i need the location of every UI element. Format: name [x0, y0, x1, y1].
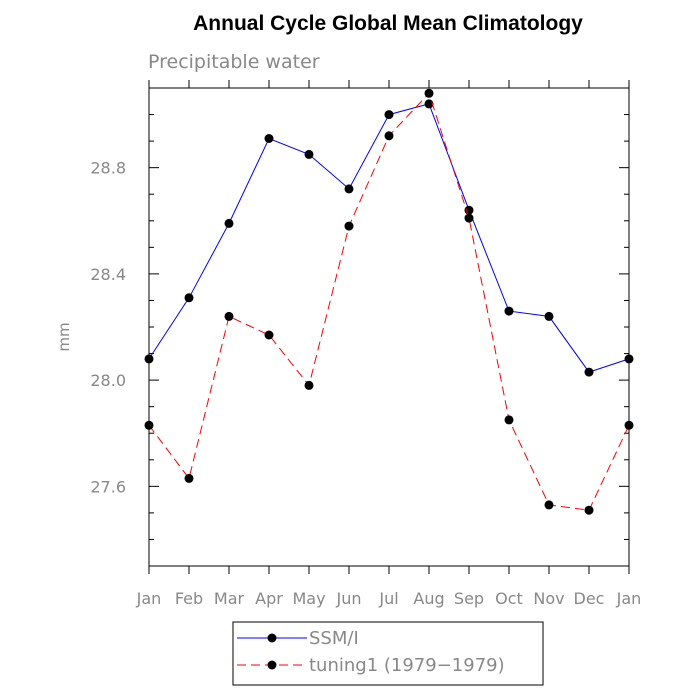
- x-tick-label: May: [292, 589, 325, 608]
- data-point-1-10: [544, 500, 554, 510]
- legend-label-ssmi: SSM/I: [309, 628, 359, 649]
- x-tick-label: Dec: [574, 589, 605, 608]
- data-point-1-3: [264, 330, 274, 340]
- y-tick-label: 27.6: [90, 477, 126, 496]
- data-point-1-6: [384, 131, 394, 141]
- data-point-0-2: [224, 218, 234, 228]
- chart-title: Annual Cycle Global Mean Climatology: [193, 12, 583, 35]
- x-tick-label: Jun: [336, 589, 362, 608]
- series-line-0: [148, 103, 630, 373]
- legend-marker-ssmi: [267, 633, 277, 643]
- data-point-1-11: [584, 505, 594, 515]
- x-tick-label: Apr: [255, 589, 283, 608]
- data-point-1-12: [624, 420, 634, 430]
- data-point-0-6: [384, 110, 394, 120]
- data-point-0-10: [544, 311, 554, 321]
- x-tick-label: Mar: [214, 589, 245, 608]
- y-tick-labels: 27.6 28.0 28.4 28.8: [90, 159, 126, 497]
- data-point-1-5: [344, 221, 354, 231]
- x-tick-label: Jan: [136, 589, 162, 608]
- data-point-0-12: [624, 354, 634, 364]
- x-tick-label: Jan: [616, 589, 642, 608]
- data-point-1-4: [304, 380, 314, 390]
- x-tick-labels: Jan Feb Mar Apr May Jun Jul Aug Sep Oct Nov Dec Jan: [136, 589, 642, 608]
- legend-box: [232, 621, 544, 686]
- data-point-0-4: [304, 149, 314, 159]
- y-tick-label: 28.0: [90, 371, 126, 390]
- data-point-0-7: [424, 99, 434, 109]
- data-point-0-1: [184, 293, 194, 303]
- x-tick-label: Aug: [413, 589, 444, 608]
- series-line-1: [148, 92, 630, 511]
- data-point-1-8: [464, 213, 474, 223]
- data-point-1-0: [144, 420, 154, 430]
- y-axis-label: mm: [55, 322, 73, 351]
- x-tick-label: Feb: [175, 589, 203, 608]
- chart-subtitle: Precipitable water: [148, 51, 320, 73]
- y-tick-label: 28.8: [90, 159, 126, 178]
- data-point-0-9: [504, 306, 514, 316]
- data-point-1-7: [424, 88, 434, 98]
- data-point-0-3: [264, 134, 274, 143]
- y-tick-label: 28.4: [90, 265, 126, 284]
- data-point-1-2: [224, 311, 234, 321]
- axis-ticks: [148, 80, 630, 574]
- x-tick-label: Oct: [495, 589, 523, 608]
- x-tick-label: Sep: [454, 589, 484, 608]
- legend: SSM/I tuning1 (1979−1979): [232, 621, 544, 686]
- data-point-0-11: [584, 367, 594, 377]
- data-point-0-8: [464, 205, 474, 215]
- x-tick-label: Nov: [533, 589, 564, 608]
- data-point-0-5: [344, 184, 354, 194]
- series-layer: [144, 88, 634, 515]
- x-tick-label: Jul: [378, 589, 398, 608]
- data-point-1-1: [184, 473, 194, 483]
- data-point-0-0: [144, 354, 154, 364]
- legend-marker-tuning1: [267, 660, 277, 670]
- data-point-1-9: [504, 415, 514, 425]
- legend-label-tuning1: tuning1 (1979−1979): [309, 655, 505, 676]
